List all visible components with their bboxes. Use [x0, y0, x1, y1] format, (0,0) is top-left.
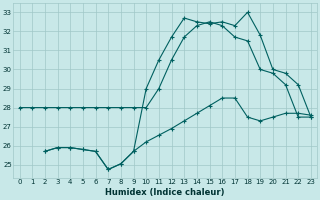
X-axis label: Humidex (Indice chaleur): Humidex (Indice chaleur) [106, 188, 225, 197]
